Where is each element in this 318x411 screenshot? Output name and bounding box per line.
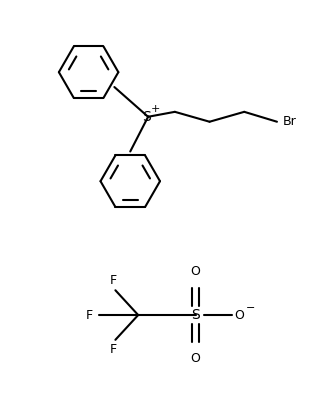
Text: F: F (110, 274, 117, 287)
Text: −: − (245, 303, 255, 313)
Text: F: F (86, 309, 93, 321)
Text: O: O (234, 309, 244, 321)
Text: O: O (191, 265, 201, 278)
Text: Br: Br (283, 115, 297, 128)
Text: S: S (191, 308, 200, 322)
Text: F: F (110, 343, 117, 356)
Text: +: + (150, 104, 160, 114)
Text: O: O (191, 352, 201, 365)
Text: S: S (142, 110, 150, 124)
